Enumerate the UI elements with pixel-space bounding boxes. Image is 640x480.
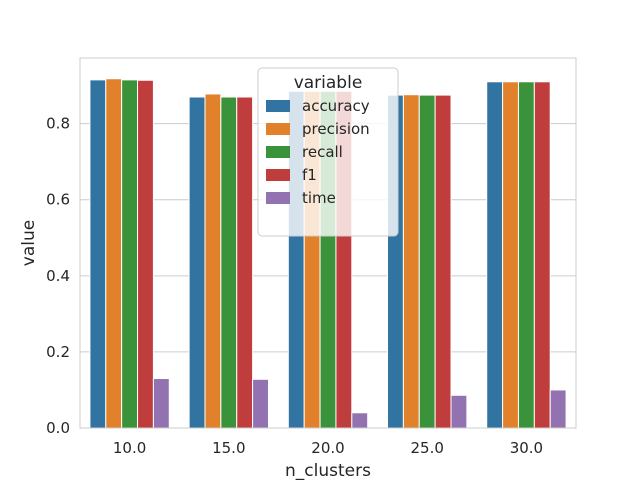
bar-recall [121,79,139,429]
legend-title: variable [294,73,363,93]
x-tick-label: 20.0 [311,439,344,457]
bar-f1 [434,94,452,429]
x-tick-label: 10.0 [113,439,146,457]
plot-frame [79,57,577,429]
y-tick-label: 0.0 [46,419,70,437]
bar-recall [418,94,436,429]
x-tick-label: 15.0 [212,439,245,457]
legend-label: f1 [302,166,317,184]
legend-swatch-f1 [266,169,290,181]
legend-label: precision [302,120,370,138]
bar-accuracy [89,79,107,429]
bar-precision [402,94,420,429]
bar-f1 [533,81,551,429]
y-axis-label: value [19,220,39,266]
bar-recall [517,81,535,429]
y-tick-label: 0.6 [46,191,70,209]
legend-label: recall [302,143,343,161]
x-tick-label: 25.0 [410,439,443,457]
legend-label: time [302,189,336,207]
bar-precision [502,81,519,429]
bar-accuracy [486,81,504,429]
bar-time [549,389,567,429]
legend: variable accuracy precision recall f1 time [257,67,399,237]
x-tick-label: 30.0 [510,439,543,457]
legend-box [257,67,399,237]
legend-swatch-accuracy [266,100,290,112]
bar-time [252,378,269,429]
legend-swatch-recall [266,146,290,158]
y-tick-label: 0.4 [46,267,70,285]
bar-f1 [236,96,254,429]
x-axis-label: n_clusters [285,461,371,480]
legend-label: accuracy [302,97,370,115]
legend-items: accuracy precision recall f1 time [266,97,370,207]
bar-time [351,412,369,429]
legend-swatch-time [266,192,290,204]
bar-f1 [137,79,154,429]
bar-precision [204,93,222,429]
bar-accuracy [188,96,206,429]
bar-time [152,378,170,429]
y-tick-label: 0.2 [46,343,70,361]
y-tick-labels: 0.0 0.2 0.4 0.6 0.8 [46,115,70,437]
bar-precision [105,78,123,429]
bar-recall [220,96,238,429]
bar-time [450,394,468,429]
y-tick-label: 0.8 [46,115,70,133]
x-tick-labels: 10.0 15.0 20.0 25.0 30.0 [113,439,543,457]
legend-swatch-precision [266,123,290,135]
